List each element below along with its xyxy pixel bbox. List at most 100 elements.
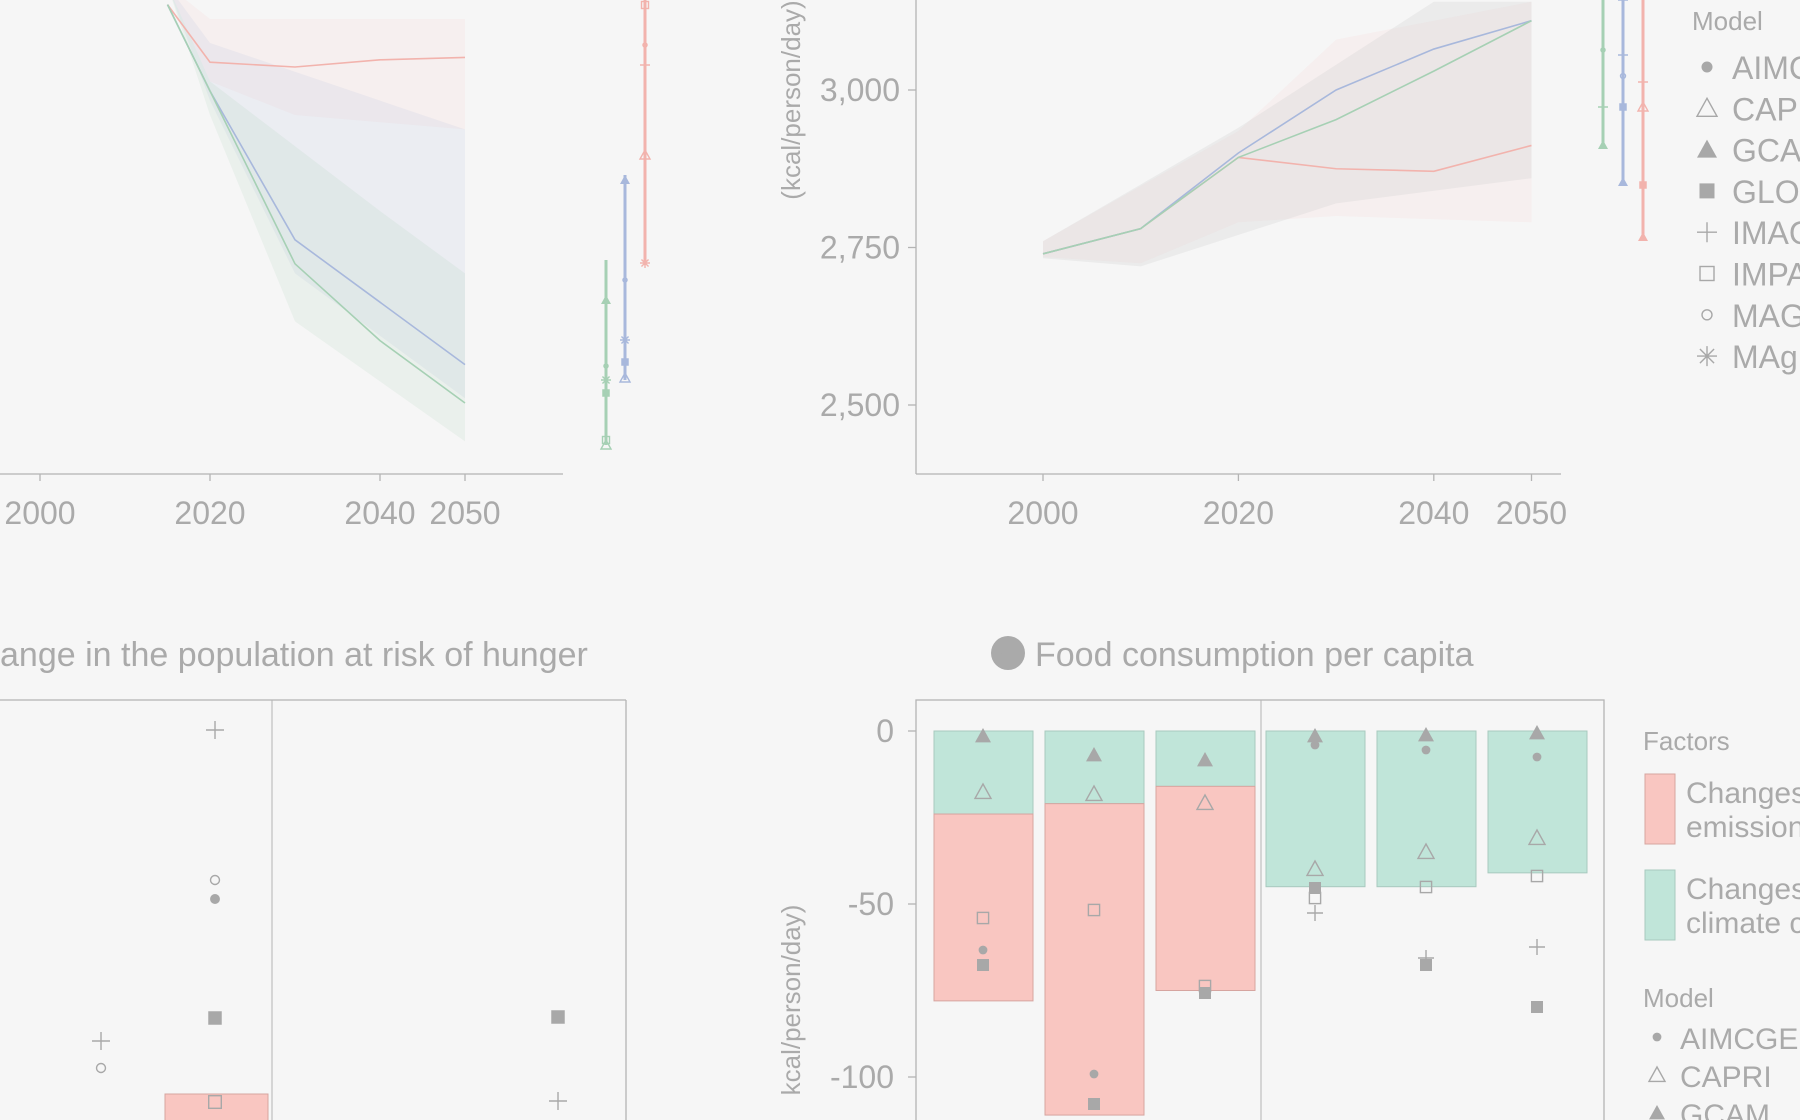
scatter-point	[1199, 987, 1211, 999]
series-line-green	[1042, 19, 1532, 255]
range-marker	[640, 258, 650, 268]
scatter-point	[207, 1094, 222, 1109]
panel-badge-letter: d	[1000, 640, 1017, 670]
bar-emission	[1155, 785, 1256, 991]
x-tick-label: 2000	[1007, 495, 1078, 531]
scatter-point	[1086, 747, 1102, 762]
bar-climate	[1265, 730, 1366, 888]
scatter-point	[1416, 842, 1436, 860]
scatter-point	[1087, 903, 1101, 917]
scatter-point	[977, 959, 989, 971]
scatter-point	[1088, 1098, 1100, 1110]
scatter-point	[1418, 727, 1434, 742]
legend-marker	[1697, 346, 1717, 367]
plot-frame-d	[915, 699, 1605, 1120]
scatter-point	[1195, 793, 1215, 811]
legend-title: Factors	[1643, 726, 1730, 756]
range-marker	[601, 295, 611, 304]
legend-marker	[1699, 183, 1715, 199]
range-marker	[620, 175, 630, 184]
range-marker	[640, 60, 650, 70]
scatter-point	[976, 911, 990, 925]
legend-marker	[1697, 139, 1717, 158]
legend-swatch	[1644, 773, 1676, 845]
legend-label: AIMC	[1732, 50, 1800, 86]
scatter-point	[1197, 752, 1213, 767]
legend-title: Model	[1643, 983, 1714, 1013]
scatter-point	[1532, 752, 1542, 762]
legend-label: GCAM	[1680, 1099, 1770, 1120]
legend-label: Changes	[1686, 873, 1800, 906]
x-tick-label: 2050	[1496, 495, 1567, 531]
scatter-point	[95, 1062, 107, 1074]
range-marker	[1636, 100, 1650, 112]
scatter-point	[1089, 1069, 1099, 1079]
legend-marker	[1695, 96, 1719, 118]
legend-marker	[1647, 1065, 1667, 1083]
y-tick-label: 2,500	[820, 387, 900, 423]
legend-label: CAPRI	[1680, 1061, 1772, 1094]
legend-label: CAPI	[1732, 91, 1800, 127]
legend-swatch	[1644, 869, 1676, 941]
scatter-point	[1529, 725, 1545, 740]
range-marker	[618, 371, 632, 383]
y-axis-title: (kcal/person/day)	[776, 0, 806, 199]
legend-marker	[1701, 61, 1713, 73]
scatter-point	[1530, 869, 1544, 883]
y-tick-label: -50	[848, 886, 894, 922]
x-tick-label: 2020	[1203, 495, 1274, 531]
y-tick-label: 2,750	[820, 230, 900, 266]
scatter-point	[1527, 828, 1547, 846]
y-axis-title: kcal/person/day)	[776, 905, 806, 1096]
legend-label: Changes	[1686, 777, 1800, 810]
x-tick-label: 2000	[4, 495, 75, 531]
scatter-point	[1308, 891, 1322, 905]
series-line-red	[166, 4, 466, 68]
x-tick-label: 2040	[1398, 495, 1469, 531]
legend-marker	[1649, 1105, 1665, 1120]
range-marker	[1619, 72, 1627, 80]
scatter-point	[978, 945, 988, 955]
scatter-point	[549, 1092, 567, 1110]
scatter-point	[206, 721, 224, 739]
range-marker	[601, 435, 611, 445]
band-green	[172, 0, 465, 442]
scatter-point	[1305, 859, 1325, 877]
legend-label: IMPA	[1732, 257, 1800, 293]
bar-climate	[1044, 730, 1145, 805]
range-marker	[1618, 50, 1628, 60]
legend-marker	[1699, 265, 1715, 282]
range-marker	[620, 335, 630, 345]
range-marker	[640, 0, 650, 10]
range-marker	[603, 363, 609, 369]
bar-climate	[1376, 730, 1477, 888]
bar-c	[164, 1093, 269, 1120]
scatter-point	[1084, 784, 1104, 802]
band-grey	[1043, 1, 1532, 267]
scatter-point	[1310, 740, 1320, 750]
y-tick-label: 3,000	[820, 72, 900, 108]
panel-title: Food consumption per capita	[1035, 636, 1474, 674]
range-marker	[601, 375, 611, 385]
range-marker	[621, 358, 629, 366]
x-tick-label: 2020	[174, 495, 245, 531]
x-tick-label: 2040	[344, 495, 415, 531]
bar-climate	[1487, 730, 1588, 874]
legend-label: GCA	[1732, 133, 1800, 169]
panel-title: ange in the population at risk of hunger	[0, 636, 588, 674]
range-marker	[1619, 103, 1627, 111]
legend-marker	[1697, 222, 1717, 243]
y-tick-label: 0	[876, 713, 894, 749]
scatter-point	[975, 728, 991, 743]
x-tick-label: 2050	[429, 495, 500, 531]
bar-emission	[1044, 803, 1145, 1116]
scatter-point	[208, 1011, 222, 1025]
band-red	[1043, 1, 1532, 264]
scatter-point	[1307, 728, 1323, 743]
range-marker	[1638, 232, 1648, 241]
range-marker	[1618, 177, 1628, 186]
range-marker	[638, 148, 652, 160]
legend-label: MAG	[1732, 298, 1800, 334]
range-marker	[602, 389, 610, 397]
